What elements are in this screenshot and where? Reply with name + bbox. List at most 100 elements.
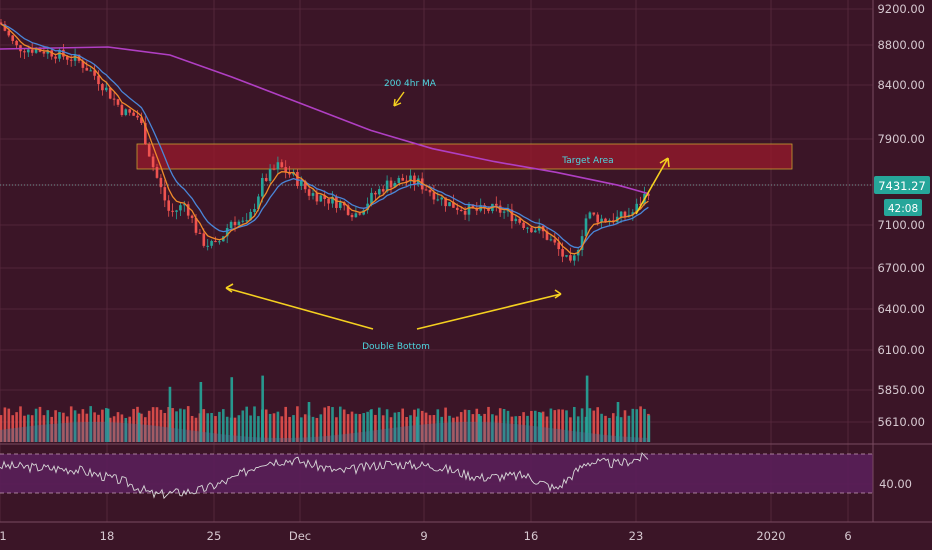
volume-bar: [456, 416, 459, 442]
volume-bar: [346, 414, 350, 442]
volume-bar: [284, 406, 287, 442]
candle-body: [342, 202, 346, 206]
volume-bar: [15, 412, 18, 442]
volume-bar: [487, 406, 490, 442]
candle-body: [319, 195, 323, 202]
volume-bar: [354, 413, 358, 442]
volume-bar: [444, 407, 447, 442]
candle-body: [85, 67, 89, 71]
candle-body: [46, 50, 50, 54]
volume-spike: [168, 386, 172, 442]
volume-bar: [471, 414, 475, 442]
candle-body: [619, 211, 623, 217]
x-tick-label: 2020: [756, 529, 785, 543]
candle-body: [647, 193, 650, 196]
candle-body: [171, 210, 174, 212]
candle-body: [315, 193, 319, 202]
volume-bar: [253, 406, 256, 442]
candle-body: [335, 196, 338, 208]
candle-body: [452, 202, 455, 208]
candle-body: [362, 210, 365, 215]
volume-bar: [136, 406, 139, 442]
volume-bar: [190, 415, 194, 442]
volume-bar: [561, 409, 564, 442]
volume-bar: [495, 415, 498, 442]
x-tick-label: 6: [844, 529, 851, 543]
candle-body: [0, 22, 3, 25]
y-tick-label: 5610.00: [877, 415, 925, 429]
x-tick-label: 16: [524, 529, 539, 543]
volume-bar: [526, 415, 529, 442]
volume-bar: [93, 412, 96, 442]
volume-bar: [116, 412, 120, 442]
rsi-tick-label: 40.00: [879, 477, 912, 491]
candle-body: [112, 98, 116, 100]
volume-bar: [225, 416, 229, 442]
candle-body: [62, 49, 65, 57]
candle-body: [264, 178, 268, 181]
candle-body: [116, 99, 120, 105]
candle-body: [296, 171, 299, 186]
volume-bar: [257, 416, 260, 442]
y-tick-label: 6100.00: [877, 343, 925, 357]
candle-body: [526, 227, 529, 229]
volume-bar: [222, 409, 225, 442]
candle-body: [440, 197, 443, 200]
candle-body: [268, 168, 272, 181]
target-area-zone: [136, 143, 793, 170]
volume-bar: [623, 410, 627, 442]
volume-bar: [483, 413, 486, 442]
volume-bar: [401, 408, 404, 442]
candle-body: [623, 211, 627, 217]
candle-body: [424, 189, 428, 191]
candle-body: [323, 195, 326, 200]
candle-body: [144, 123, 147, 145]
volume-spike: [585, 375, 589, 442]
candle-body: [639, 203, 642, 205]
volume-bar: [241, 410, 245, 442]
volume-spike: [261, 375, 264, 442]
volume-bar: [292, 415, 295, 442]
candle-body: [120, 104, 124, 115]
candle-body: [530, 227, 533, 233]
volume-bar: [600, 413, 603, 442]
candle-body: [495, 203, 498, 206]
candle-body: [374, 192, 377, 195]
volume-bar: [151, 407, 155, 442]
volume-bar: [385, 409, 389, 442]
candle-body: [385, 180, 389, 192]
candle-body: [502, 211, 506, 213]
volume-bar: [300, 417, 303, 442]
volume-bar: [393, 412, 397, 442]
volume-bar: [522, 412, 525, 442]
volume-bar: [639, 406, 642, 442]
volume-bar: [440, 416, 443, 442]
volume-bar: [459, 412, 463, 442]
double-bottom-arrow-right: [416, 289, 562, 330]
volume-spike: [369, 410, 373, 442]
volume-bar: [530, 410, 533, 442]
candle-body: [549, 239, 553, 241]
candle-body: [27, 49, 30, 53]
volume-bar: [580, 408, 584, 442]
volume-bar: [475, 408, 479, 442]
candle-body: [108, 87, 112, 99]
volume-bar: [120, 414, 124, 442]
volume-bar: [389, 417, 393, 442]
candle-body: [557, 242, 560, 250]
candle-body: [463, 210, 467, 215]
candle-body: [190, 215, 194, 218]
candle-body: [186, 204, 190, 216]
y-tick-label: 6400.00: [877, 302, 925, 316]
candle-body: [198, 232, 202, 234]
volume-bar: [124, 417, 128, 442]
candle-body: [339, 202, 342, 208]
candle-body: [534, 230, 537, 233]
countdown-label: 42:08: [888, 203, 918, 215]
volume-bar: [206, 413, 209, 442]
volume-bar: [54, 410, 57, 442]
volume-bar: [42, 415, 46, 442]
volume-bar: [553, 410, 557, 442]
volume-bar: [350, 411, 354, 442]
